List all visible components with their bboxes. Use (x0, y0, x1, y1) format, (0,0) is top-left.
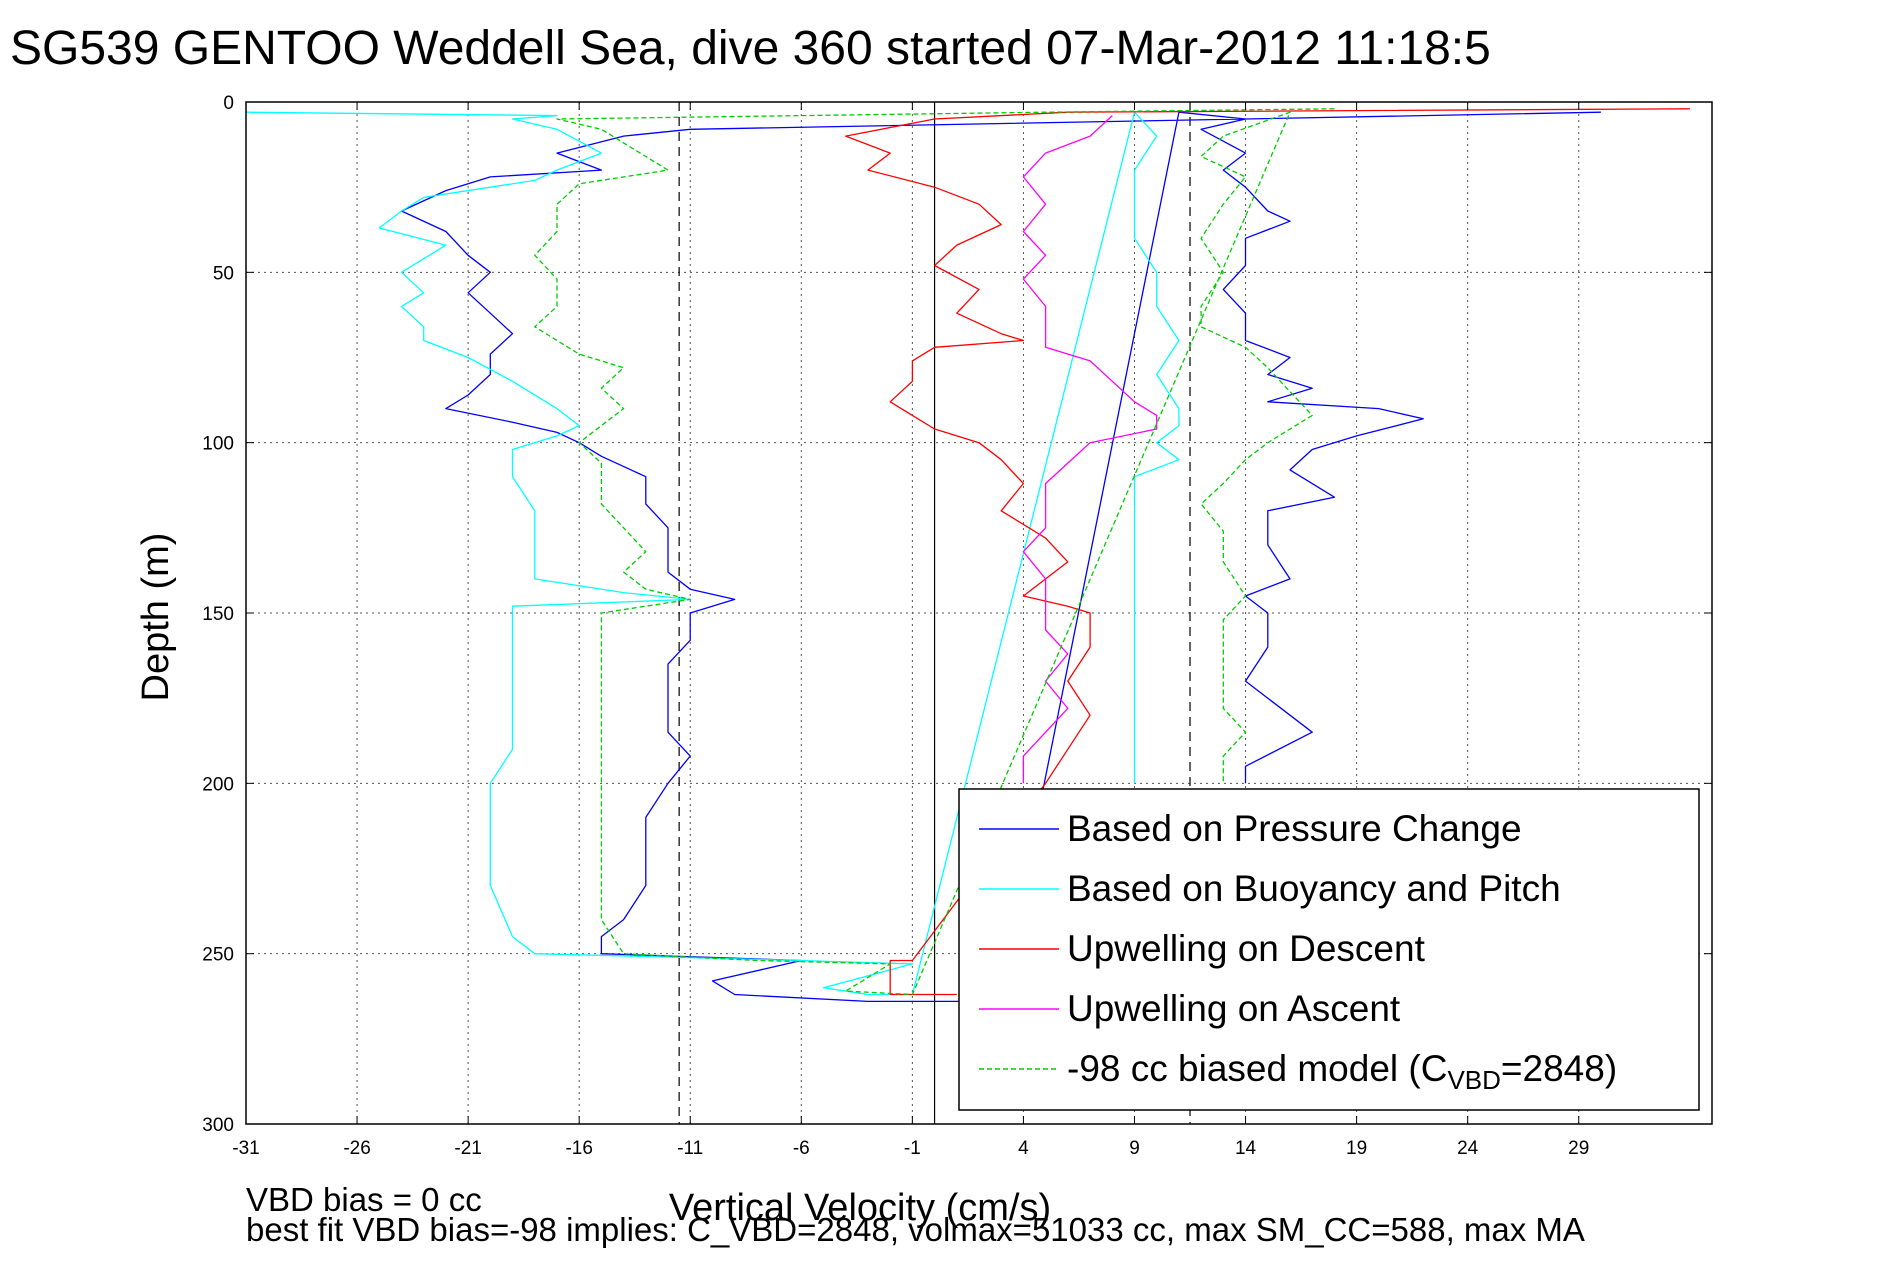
x-tick-label: 29 (1568, 1138, 1589, 1159)
legend-label-1: Based on Buoyancy and Pitch (1067, 868, 1561, 909)
x-tick-label: -16 (565, 1138, 592, 1159)
footer-line-1: VBD bias = 0 cc (246, 1181, 482, 1218)
series-line-1 (246, 111, 1180, 996)
x-tick-label: 4 (1018, 1138, 1029, 1159)
series-line-4 (534, 108, 1335, 996)
series-line-0 (400, 111, 1601, 1003)
x-tick-label: -1 (904, 1138, 921, 1159)
y-tick-label: 300 (202, 1115, 234, 1136)
y-axis-label: Depth (m) (135, 533, 177, 702)
x-tick-label: 14 (1235, 1138, 1257, 1159)
reference-lines (678, 102, 1191, 1124)
footer-line-2: best fit VBD bias=-98 implies: C_VBD=284… (246, 1211, 1585, 1248)
legend: Based on Pressure Change Based on Buoyanc… (958, 788, 1700, 1111)
y-tick-label: 50 (213, 263, 234, 284)
x-tick-label: -11 (677, 1138, 703, 1159)
y-tick-label: 150 (202, 604, 234, 625)
x-tick-label: -6 (793, 1138, 810, 1159)
x-tick-label: 9 (1129, 1138, 1140, 1159)
legend-label-0: Based on Pressure Change (1067, 808, 1522, 849)
series-line-2 (845, 108, 1690, 996)
x-tick-label: 24 (1457, 1138, 1479, 1159)
x-axis-label: Vertical Velocity (cm/s) (669, 1187, 1051, 1229)
y-tick-label: 200 (202, 774, 234, 795)
x-tick-label: -31 (232, 1138, 259, 1159)
y-tick-label: 250 (202, 945, 234, 966)
y-tick-label: 100 (202, 434, 234, 455)
legend-box (958, 788, 1700, 1111)
legend-label-2: Upwelling on Descent (1067, 928, 1426, 969)
legend-label-4: -98 cc biased model (CVBD=2848) (1067, 1048, 1617, 1095)
legend-label-3: Upwelling on Ascent (1067, 988, 1401, 1029)
x-axis-ticks: -31 -26 -21 -16 -11 -6 -1 4 9 14 19 24 29 (232, 102, 1589, 1159)
x-tick-label: 19 (1346, 1138, 1367, 1159)
y-tick-label: 0 (223, 93, 234, 114)
x-tick-label: -21 (454, 1138, 481, 1159)
series-group (246, 108, 1690, 1003)
x-tick-label: -26 (343, 1138, 370, 1159)
y-axis-ticks: 0 50 100 150 200 250 300 (202, 93, 1712, 1136)
chart-title: SG539 GENTOO Weddell Sea, dive 360 start… (10, 22, 1491, 75)
series-line-3 (1022, 115, 1158, 784)
